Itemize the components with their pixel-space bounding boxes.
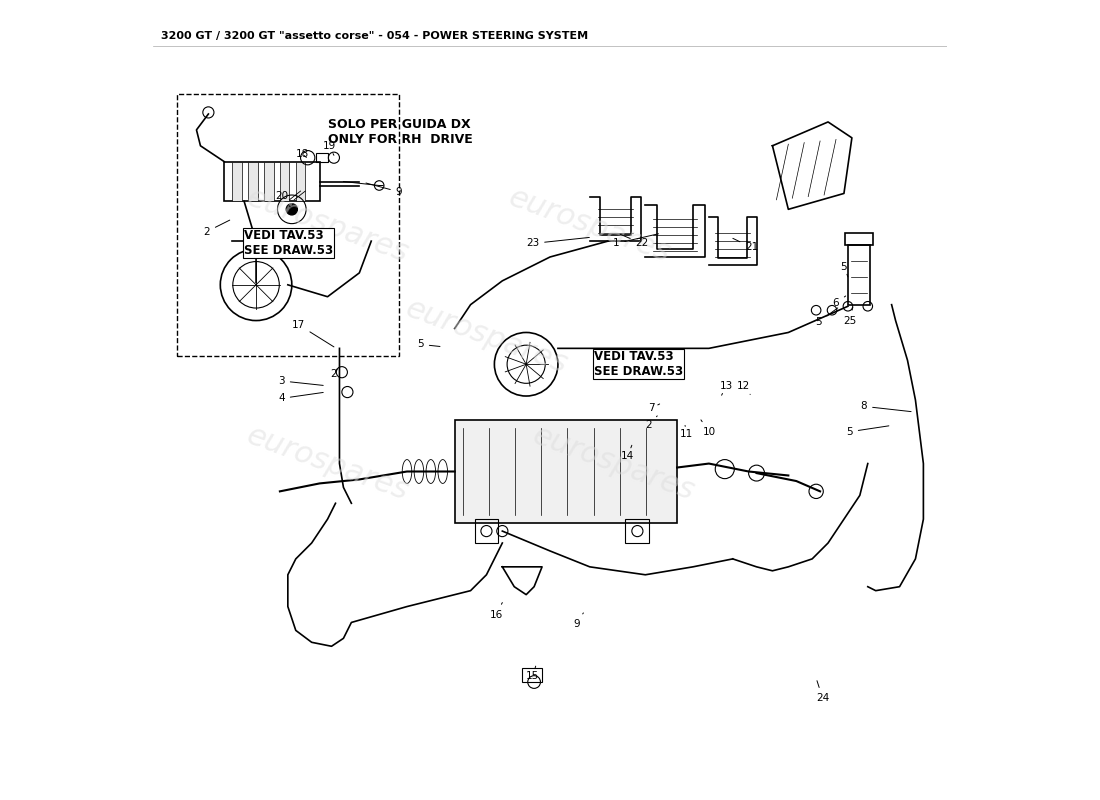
Text: 2: 2 — [646, 416, 658, 430]
Bar — [454, 420, 678, 523]
Text: 11: 11 — [680, 426, 693, 439]
Text: 23: 23 — [526, 238, 590, 249]
Text: 25: 25 — [843, 307, 856, 326]
Circle shape — [286, 204, 297, 215]
Text: 7: 7 — [648, 403, 660, 413]
Text: 14: 14 — [621, 446, 635, 461]
Text: eurospares: eurospares — [242, 182, 412, 268]
Text: eurospares: eurospares — [505, 182, 674, 268]
Text: 3200 GT / 3200 GT "assetto corse" - 054 - POWER STEERING SYSTEM: 3200 GT / 3200 GT "assetto corse" - 054 … — [161, 30, 587, 41]
Bar — [249, 162, 257, 202]
Text: 8: 8 — [860, 402, 911, 412]
Text: 5: 5 — [846, 426, 889, 437]
Text: 2: 2 — [331, 369, 338, 378]
Text: 9: 9 — [573, 613, 583, 629]
Text: 22: 22 — [620, 234, 649, 249]
Bar — [232, 162, 242, 202]
Bar — [522, 668, 542, 682]
Bar — [279, 162, 289, 202]
Text: 1: 1 — [613, 234, 659, 249]
Text: VEDI TAV.53
SEE DRAW.53: VEDI TAV.53 SEE DRAW.53 — [594, 350, 683, 378]
Text: eurospares: eurospares — [242, 421, 412, 506]
Text: 15: 15 — [526, 666, 539, 682]
Bar — [845, 233, 873, 245]
Text: 20: 20 — [275, 191, 290, 207]
Text: 4: 4 — [278, 393, 323, 403]
Text: VEDI TAV.53
SEE DRAW.53: VEDI TAV.53 SEE DRAW.53 — [244, 229, 333, 257]
Text: 17: 17 — [292, 319, 334, 347]
Bar — [224, 162, 320, 202]
Text: 3: 3 — [278, 376, 323, 386]
Bar — [626, 519, 649, 543]
Text: 12: 12 — [737, 382, 750, 394]
Text: 5: 5 — [815, 308, 838, 327]
Text: 13: 13 — [719, 381, 733, 395]
Bar — [474, 519, 498, 543]
Text: 24: 24 — [816, 681, 829, 703]
Text: 2: 2 — [204, 220, 230, 237]
Bar — [296, 162, 306, 202]
Text: SOLO PER GUIDA DX
ONLY FOR RH  DRIVE: SOLO PER GUIDA DX ONLY FOR RH DRIVE — [328, 118, 472, 146]
Text: 16: 16 — [490, 602, 503, 619]
Text: 19: 19 — [322, 141, 335, 155]
Text: 18: 18 — [296, 149, 309, 158]
Bar — [316, 153, 328, 162]
Bar — [848, 245, 870, 305]
Bar — [264, 162, 274, 202]
Text: 5: 5 — [840, 262, 848, 277]
Text: 21: 21 — [733, 238, 758, 253]
Text: eurospares: eurospares — [402, 294, 572, 379]
Text: 5: 5 — [417, 339, 440, 350]
Text: 9: 9 — [366, 183, 403, 197]
Text: 10: 10 — [701, 420, 715, 437]
Text: 6: 6 — [833, 296, 846, 308]
Text: eurospares: eurospares — [528, 421, 698, 506]
